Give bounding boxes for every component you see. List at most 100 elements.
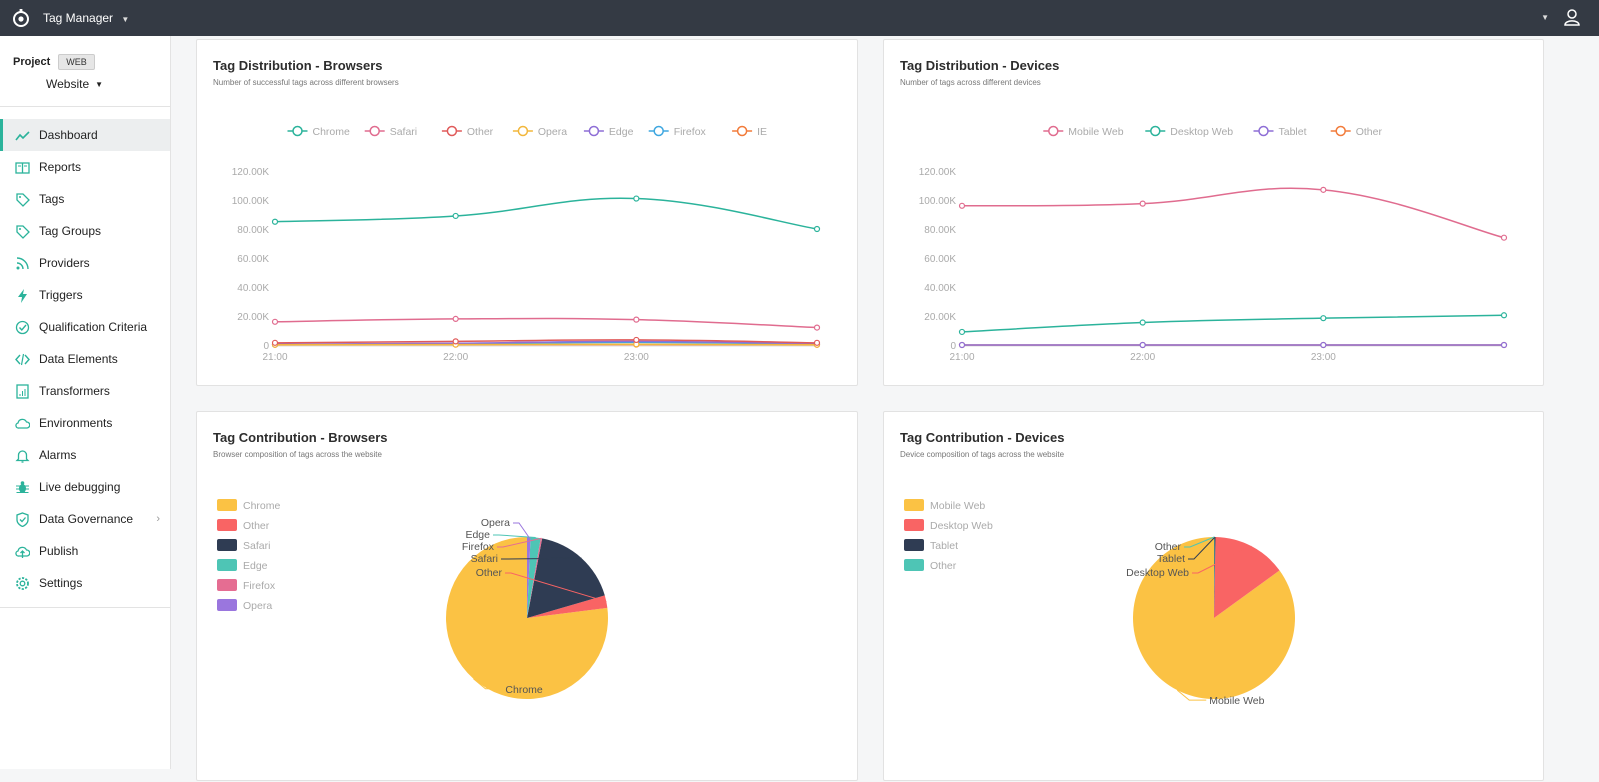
legend-label: Firefox: [243, 580, 276, 592]
sidebar-item-triggers[interactable]: Triggers: [0, 279, 170, 311]
label-leader-line: [493, 535, 536, 537]
chevron-down-icon[interactable]: ▼: [1541, 13, 1549, 22]
data-point[interactable]: [1502, 235, 1507, 240]
data-point[interactable]: [1140, 201, 1145, 206]
legend-swatch: [217, 499, 237, 511]
data-point[interactable]: [453, 213, 458, 218]
app-logo-icon[interactable]: [11, 8, 31, 28]
legend-item-tablet[interactable]: Tablet: [1254, 126, 1307, 138]
sidebar-item-data-governance[interactable]: Data Governance›: [0, 503, 170, 535]
data-point[interactable]: [634, 317, 639, 322]
sidebar-item-dashboard[interactable]: Dashboard: [0, 119, 170, 151]
triggers-icon: [14, 287, 30, 303]
legend-item-firefox[interactable]: Firefox: [649, 126, 707, 138]
y-tick-label: 0: [263, 341, 269, 352]
data-point[interactable]: [815, 325, 820, 330]
data-point[interactable]: [1140, 320, 1145, 325]
legend-label: Other: [243, 520, 270, 532]
series-chrome: [273, 196, 820, 231]
website-dropdown[interactable]: Website ▼: [46, 77, 170, 91]
data-point[interactable]: [273, 219, 278, 224]
legend-item-other[interactable]: Other: [217, 519, 270, 532]
sidebar-item-publish[interactable]: Publish: [0, 535, 170, 567]
data-point[interactable]: [273, 319, 278, 324]
data-point[interactable]: [1140, 343, 1145, 348]
sidebar-item-alarms[interactable]: Alarms: [0, 439, 170, 471]
sidebar-item-environments[interactable]: Environments: [0, 407, 170, 439]
sidebar-item-qualification-criteria[interactable]: Qualification Criteria: [0, 311, 170, 343]
series-line-desktop-web: [962, 315, 1504, 332]
data-point[interactable]: [960, 343, 965, 348]
y-tick-label: 120.00K: [232, 167, 270, 178]
legend-item-firefox[interactable]: Firefox: [217, 579, 276, 592]
legend-item-other[interactable]: Other: [904, 559, 957, 572]
sidebar-item-label: Reports: [39, 160, 81, 174]
data-point[interactable]: [960, 203, 965, 208]
pie-label-mobile-web: Mobile Web: [1209, 695, 1264, 707]
data-point[interactable]: [960, 329, 965, 334]
legend-item-opera[interactable]: Opera: [217, 599, 272, 612]
sidebar-item-providers[interactable]: Providers: [0, 247, 170, 279]
legend-item-chrome[interactable]: Chrome: [217, 499, 281, 512]
data-point[interactable]: [634, 196, 639, 201]
website-dropdown-value: Website: [46, 77, 89, 91]
data-point[interactable]: [1321, 187, 1326, 192]
app-switcher[interactable]: Tag Manager ▼: [43, 11, 129, 25]
series-desktop-web: [960, 313, 1507, 335]
sidebar-item-label: Tags: [39, 192, 64, 206]
sidebar-item-tags[interactable]: Tags: [0, 183, 170, 215]
data-point[interactable]: [815, 227, 820, 232]
legend-item-edge[interactable]: Edge: [584, 126, 634, 138]
legend-label: Tablet: [1279, 126, 1307, 138]
legend-item-desktop-web[interactable]: Desktop Web: [1145, 126, 1233, 138]
user-icon[interactable]: [1563, 8, 1581, 26]
legend-item-other[interactable]: Other: [1331, 126, 1383, 138]
data-point[interactable]: [815, 340, 820, 345]
legend-label: Firefox: [674, 126, 707, 138]
y-tick-label: 100.00K: [232, 196, 270, 207]
data-point[interactable]: [1321, 316, 1326, 321]
sidebar-item-data-elements[interactable]: Data Elements: [0, 343, 170, 375]
dashboard-icon: [14, 127, 30, 143]
pie-label-edge: Edge: [465, 529, 490, 541]
sidebar-item-label: Transformers: [39, 384, 110, 398]
data-point[interactable]: [1502, 343, 1507, 348]
legend-item-opera[interactable]: Opera: [513, 126, 567, 138]
data-point[interactable]: [634, 337, 639, 342]
y-tick-label: 80.00K: [237, 225, 269, 236]
sidebar-item-label: Providers: [39, 256, 90, 270]
legend-item-chrome[interactable]: Chrome: [288, 126, 351, 138]
sidebar-item-tag-groups[interactable]: Tag Groups: [0, 215, 170, 247]
legend-item-safari[interactable]: Safari: [217, 539, 270, 552]
project-label: Project: [13, 56, 50, 68]
chevron-down-icon: ▼: [121, 15, 129, 24]
series-line-chrome: [275, 198, 817, 229]
legend-item-desktop-web[interactable]: Desktop Web: [904, 519, 993, 532]
legend-item-tablet[interactable]: Tablet: [904, 539, 958, 552]
data-point[interactable]: [273, 340, 278, 345]
legend-item-other[interactable]: Other: [442, 126, 494, 138]
data-point[interactable]: [453, 339, 458, 344]
legend-item-ie[interactable]: IE: [732, 126, 767, 138]
data-point[interactable]: [453, 316, 458, 321]
sidebar-item-settings[interactable]: Settings: [0, 567, 170, 599]
legend-item-edge[interactable]: Edge: [217, 559, 268, 572]
legend-swatch: [904, 519, 924, 531]
legend-item-mobile-web[interactable]: Mobile Web: [1043, 126, 1123, 138]
label-leader-line: [513, 523, 529, 537]
data-point[interactable]: [1321, 343, 1326, 348]
legend-item-mobile-web[interactable]: Mobile Web: [904, 499, 985, 512]
cloud-upload-icon: [14, 543, 30, 559]
card-tag-contribution-devices: Tag Contribution - Devices Device compos…: [883, 411, 1544, 781]
y-tick-label: 20.00K: [237, 312, 269, 323]
providers-icon: [14, 255, 30, 271]
data-point[interactable]: [1502, 313, 1507, 318]
sidebar-item-transformers[interactable]: Transformers: [0, 375, 170, 407]
tag-icon: [14, 191, 30, 207]
sidebar-item-reports[interactable]: Reports: [0, 151, 170, 183]
pie-label-other: Other: [1155, 541, 1182, 553]
tag-groups-icon: [14, 223, 30, 239]
sidebar-item-live-debugging[interactable]: Live debugging: [0, 471, 170, 503]
legend-item-safari[interactable]: Safari: [365, 126, 417, 138]
